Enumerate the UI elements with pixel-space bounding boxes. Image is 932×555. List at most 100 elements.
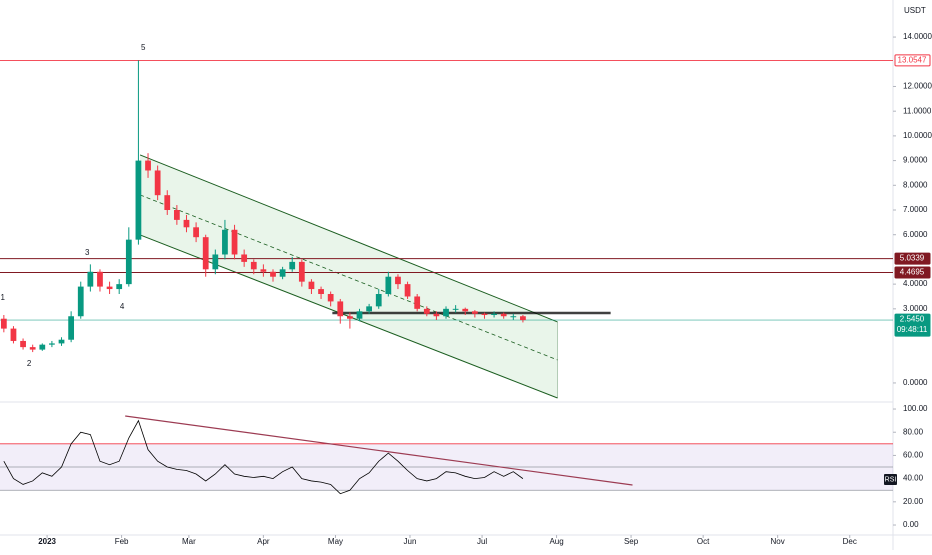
wave-label: 3 [85,248,90,257]
rsi-y-tick-label: 40.00 [903,474,924,483]
candle-body [433,313,440,317]
candle-body [520,316,526,321]
price-label-box [894,252,931,265]
candle-body [212,254,219,270]
price-label-box [894,313,931,337]
y-tick-label: 14.0000 [903,32,932,41]
rsi-line [3,419,524,495]
candle-body [20,340,26,348]
candle-body [68,316,75,340]
candle-body [414,296,421,309]
candle-body [87,271,94,287]
candle-body [279,269,286,277]
candle-body [39,344,46,350]
candle-body [135,160,142,240]
y-tick-label: 3.0000 [903,304,928,313]
candle-body [423,308,430,314]
candle-body [125,239,132,285]
countdown-label: 09:48:11 [897,325,928,334]
x-tick-label: Oct [697,537,710,546]
x-tick-label: Apr [257,537,270,546]
price-label: 4.4695 [900,268,925,277]
candle-body [0,318,7,329]
candle-body [289,261,296,270]
price-label-box [894,54,931,67]
candle-body [231,229,238,255]
candle-body [106,286,113,290]
candle-body [145,160,151,171]
candle-body [193,227,199,238]
candle-body [327,294,334,302]
y-tick-label: 6.0000 [903,230,928,239]
candle-body [154,170,161,196]
candle-body [173,210,180,220]
candle-body [318,289,324,295]
x-tick-label: Jul [477,537,487,546]
candle-body [250,261,257,270]
candle-body [116,284,123,290]
candle-body [510,316,517,318]
candle-body [443,308,449,317]
candle-body [462,308,469,312]
candle-body [77,286,84,317]
y-tick-label: 0.0000 [903,378,928,387]
x-tick-label: Dec [843,537,857,546]
candle-body [395,276,401,285]
rsi-name: RSI [885,476,897,483]
x-tick-label: 2023 [38,537,56,546]
candle-body [10,328,17,341]
candle-body [375,294,382,307]
candle-body [270,271,276,277]
price-label: 13.0547 [898,56,927,65]
x-tick-label: May [328,537,343,546]
channel-middle [139,194,558,361]
y-tick-label: 9.0000 [903,156,928,165]
channel-fill [140,154,558,399]
price-label: 2.5450 [900,315,925,324]
candle-body [491,313,497,316]
rsi-name-box [884,474,897,485]
candle-body [298,261,305,282]
price-label: 5.0339 [900,254,925,263]
candle-body [500,313,507,317]
wave-label: 5 [141,43,146,52]
rsi-y-tick-label: 20.00 [903,497,924,506]
candle-body [471,311,478,314]
candle-body [241,254,248,262]
x-tick-label: Nov [771,537,785,546]
x-tick-label: Feb [115,537,129,546]
candle-body [308,281,315,290]
x-tick-label: Jun [404,537,417,546]
rsi-y-tick-label: 80.00 [903,427,924,436]
y-tick-label: 12.0000 [903,82,932,91]
candle-body [366,306,373,312]
y-tick-label: 7.0000 [903,205,928,214]
wave-label: 2 [27,359,32,368]
candle-body [164,195,171,211]
currency-label: USDT [904,6,926,15]
candle-body [404,284,411,297]
x-tick-label: Aug [549,537,563,546]
candle-body [29,347,36,350]
candle-body [385,276,392,295]
candle-body [49,343,55,345]
rsi-y-tick-label: 0.00 [903,520,919,529]
candle-body [337,301,344,317]
candle-body [260,269,267,272]
x-tick-label: Mar [182,537,196,546]
candle-body [356,311,363,319]
y-tick-label: 8.0000 [903,180,928,189]
rsi-trendline [125,415,633,486]
y-tick-label: 4.0000 [903,279,928,288]
wave-label: 4 [120,302,125,311]
price-pane [0,60,893,399]
y-tick-label: 10.0000 [903,131,932,140]
candle-body [97,271,103,287]
rsi-y-tick-label: 60.00 [903,451,924,460]
channel-upper [139,154,558,323]
price-label-box [894,266,931,279]
rsi-pane [0,415,893,495]
candle-body [222,229,228,255]
x-tick-label: Sep [624,537,639,546]
